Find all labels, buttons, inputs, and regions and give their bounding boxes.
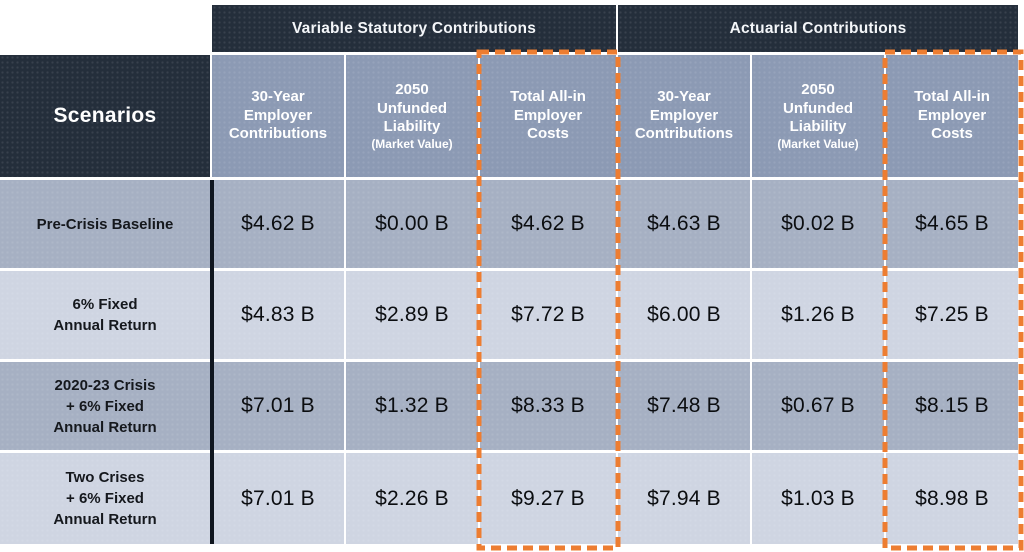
table-cell: $7.01 B: [212, 453, 344, 544]
table-cell: $2.26 B: [346, 453, 478, 544]
table-cell: $4.83 B: [212, 271, 344, 359]
contributions-table: Variable Statutory Contributions Actuari…: [0, 5, 1018, 544]
group-header-variable-statutory: Variable Statutory Contributions: [212, 5, 616, 52]
table-cell: $4.63 B: [618, 180, 750, 268]
column-header-statutory-total-all-in-costs: Total All-in Employer Costs: [480, 55, 616, 177]
row-label-6pct-fixed-return: 6% Fixed Annual Return: [0, 271, 210, 359]
table-cell: $1.26 B: [752, 271, 884, 359]
table-cell: $1.03 B: [752, 453, 884, 544]
scenario-column-divider: [210, 180, 214, 544]
group-header-actuarial: Actuarial Contributions: [618, 5, 1018, 52]
column-header-actuarial-total-all-in-costs: Total All-in Employer Costs: [886, 55, 1018, 177]
table-cell: $0.67 B: [752, 362, 884, 450]
table-cell-highlighted: $7.72 B: [480, 271, 616, 359]
column-title: 2050 Unfunded Liability: [377, 80, 447, 136]
row-label-pre-crisis-baseline: Pre-Crisis Baseline: [0, 180, 210, 268]
table-cell-highlighted: $4.65 B: [886, 180, 1018, 268]
column-header-actuarial-30yr-contributions: 30-Year Employer Contributions: [618, 55, 750, 177]
column-title: 30-Year Employer Contributions: [634, 88, 734, 143]
table-cell-highlighted: $9.27 B: [480, 453, 616, 544]
table-cell: $2.89 B: [346, 271, 478, 359]
column-subtitle: (Market Value): [371, 136, 453, 151]
table-cell: $0.00 B: [346, 180, 478, 268]
column-header-statutory-30yr-contributions: 30-Year Employer Contributions: [212, 55, 344, 177]
table-cell: $4.62 B: [212, 180, 344, 268]
column-title: Total All-in Employer Costs: [510, 88, 586, 143]
row-label-two-crises: Two Crises + 6% Fixed Annual Return: [0, 453, 210, 544]
table-cell: $7.48 B: [618, 362, 750, 450]
table-cell: $1.32 B: [346, 362, 478, 450]
table-cell: $6.00 B: [618, 271, 750, 359]
column-title: 2050 Unfunded Liability: [783, 80, 853, 136]
column-title: 30-Year Employer Contributions: [228, 88, 328, 143]
column-header-statutory-2050-unfunded-liability: 2050 Unfunded Liability (Market Value): [346, 55, 478, 177]
scenarios-corner-header: Scenarios: [0, 55, 210, 177]
table-cell-highlighted: $7.25 B: [886, 271, 1018, 359]
column-subtitle: (Market Value): [777, 136, 859, 151]
table-cell-highlighted: $8.33 B: [480, 362, 616, 450]
table-cell-highlighted: $4.62 B: [480, 180, 616, 268]
table-cell: $7.94 B: [618, 453, 750, 544]
table-cell: $0.02 B: [752, 180, 884, 268]
column-header-actuarial-2050-unfunded-liability: 2050 Unfunded Liability (Market Value): [752, 55, 884, 177]
column-title: Total All-in Employer Costs: [914, 88, 990, 143]
row-label-2020-23-crisis: 2020-23 Crisis + 6% Fixed Annual Return: [0, 362, 210, 450]
table-cell-highlighted: $8.98 B: [886, 453, 1018, 544]
table-cell: $7.01 B: [212, 362, 344, 450]
table-cell-highlighted: $8.15 B: [886, 362, 1018, 450]
